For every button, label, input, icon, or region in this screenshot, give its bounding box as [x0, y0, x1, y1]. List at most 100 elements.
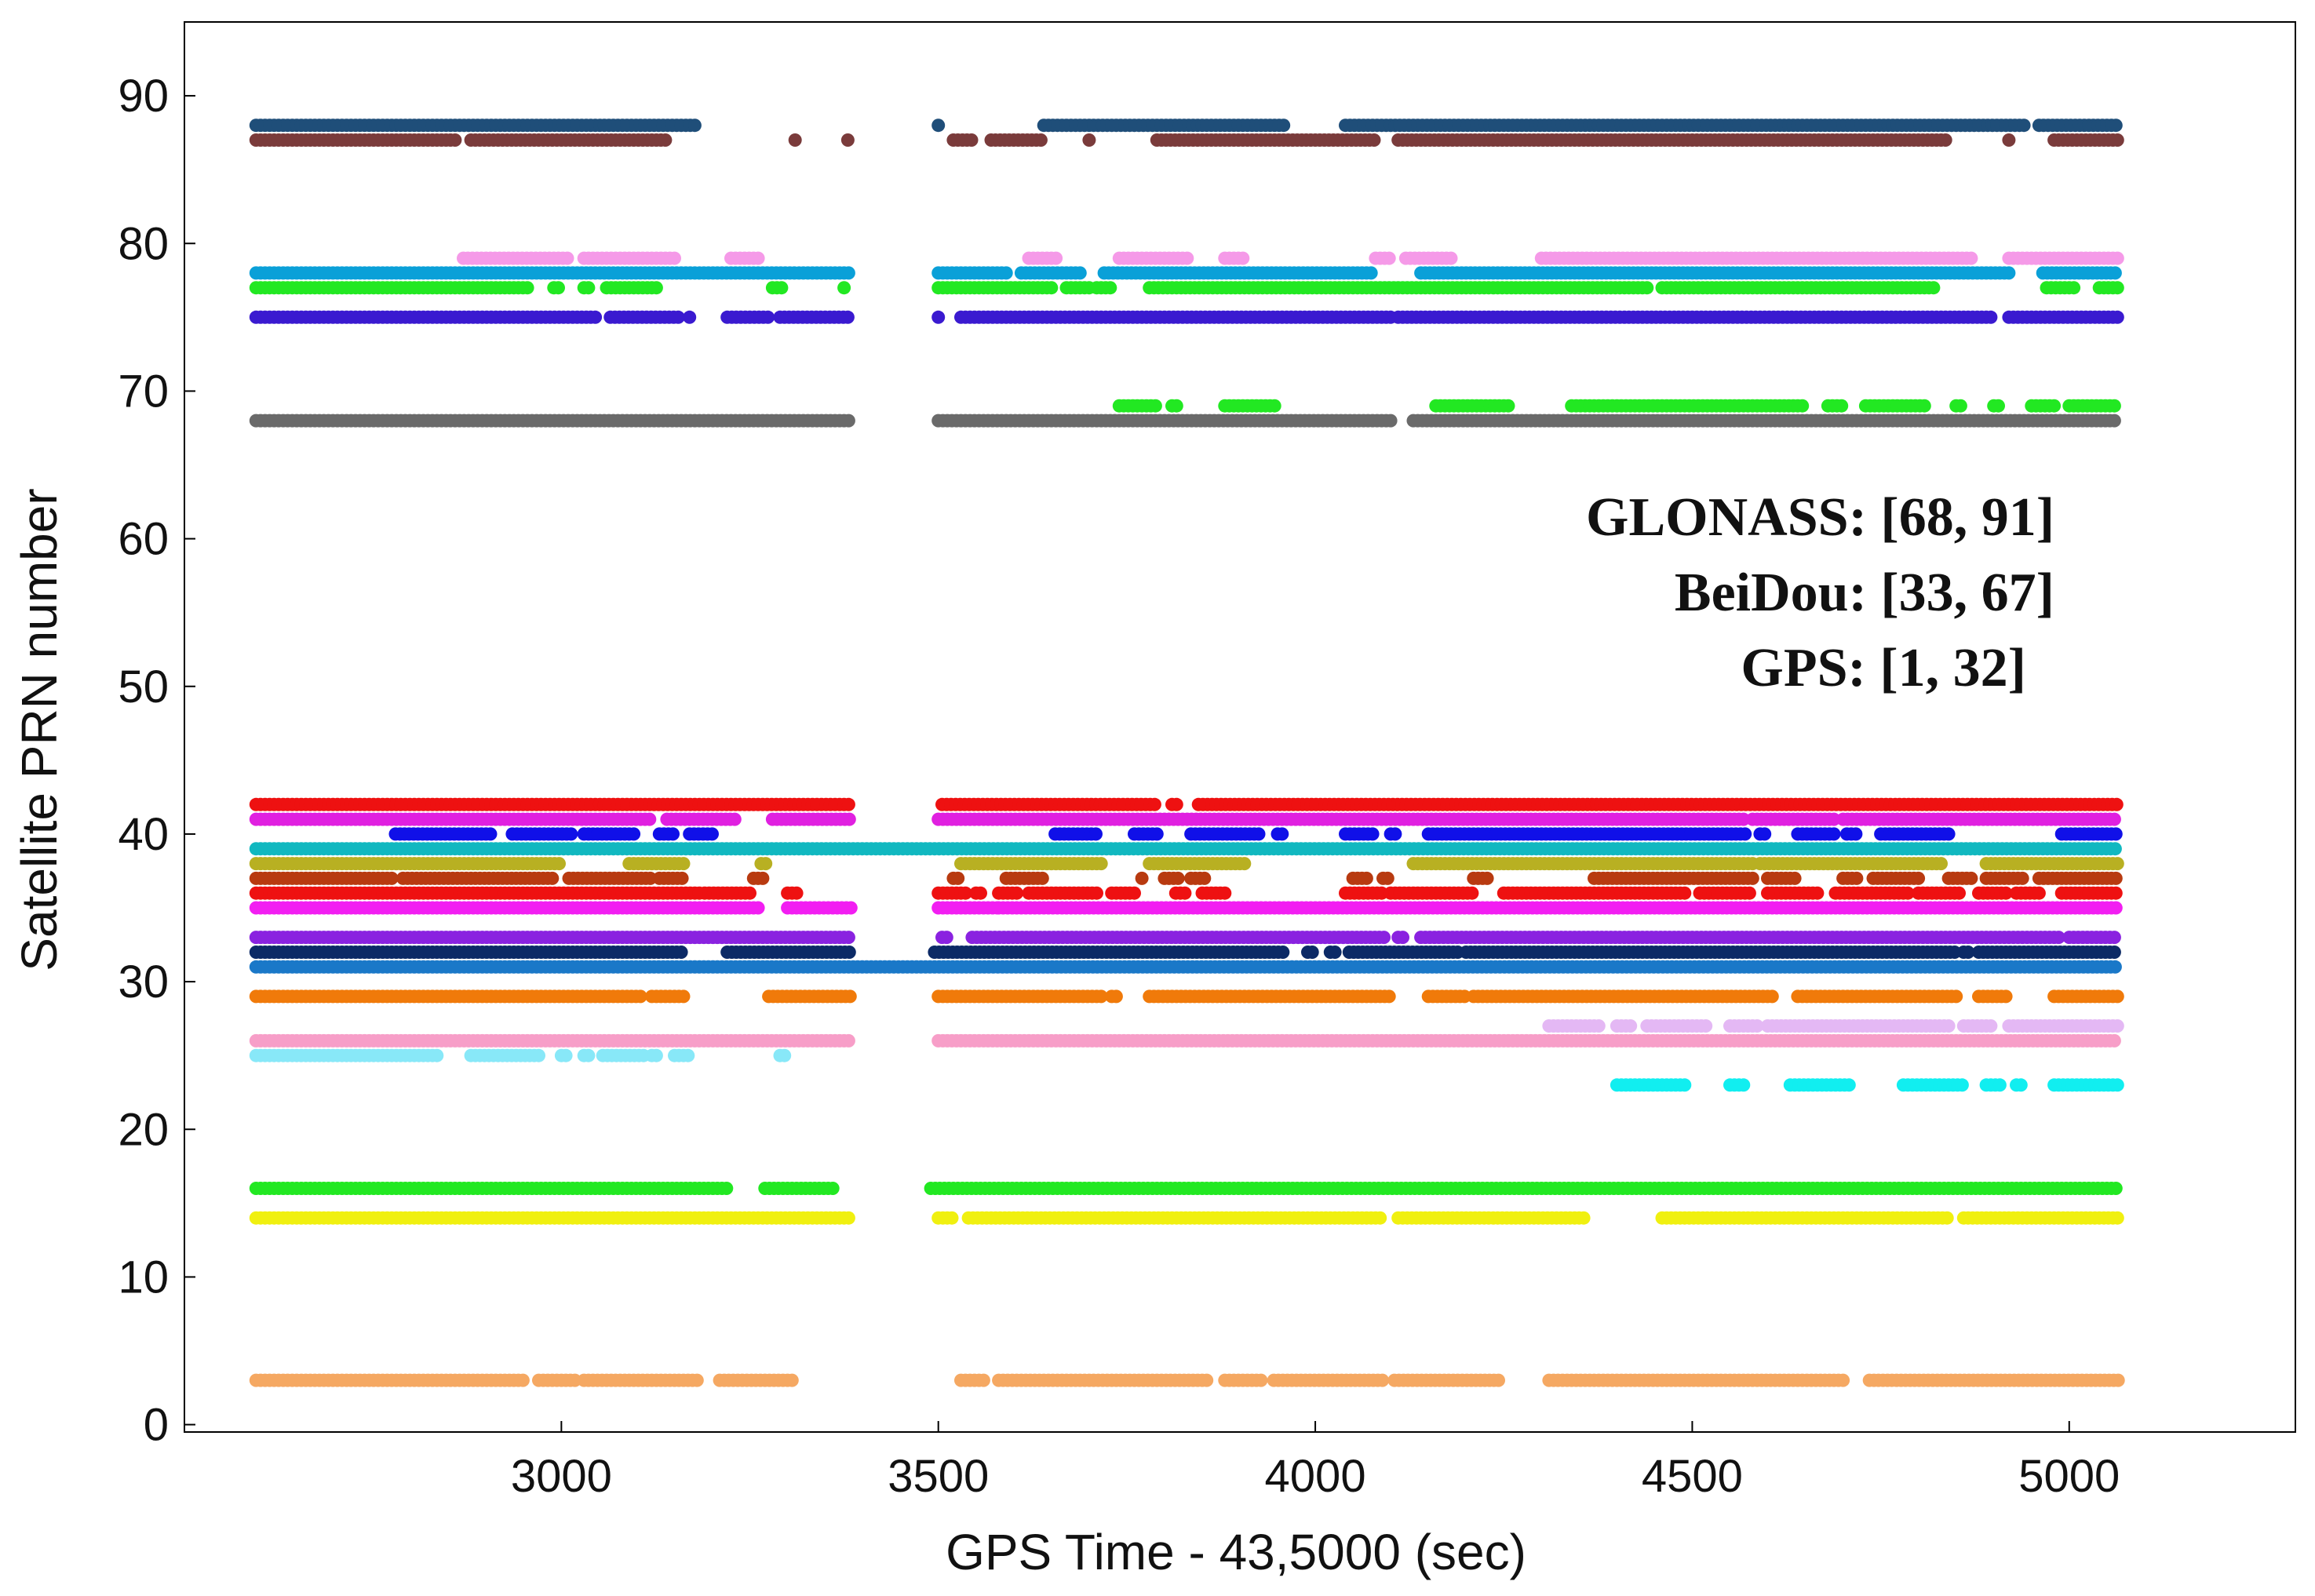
prn-37-point	[756, 871, 770, 885]
series-prn-88	[249, 118, 2123, 133]
prn-69-point	[1953, 399, 1967, 413]
prn-79-point	[1049, 251, 1063, 265]
prn-77-point	[2110, 281, 2124, 295]
prn-87-point	[1034, 133, 1048, 147]
series-prn-68	[249, 414, 2121, 428]
prn-79-point	[2110, 251, 2124, 265]
prn-36-point	[1742, 886, 1756, 900]
prn-77-point	[1927, 281, 1941, 295]
prn-36-point	[1810, 886, 1825, 900]
prn-37-point	[1788, 871, 1802, 885]
prn-42-point	[1169, 797, 1183, 811]
prn-68-point	[1384, 414, 1398, 428]
prn-40-point	[627, 827, 641, 841]
prn-68-point	[841, 414, 855, 428]
prn-40-point	[1275, 827, 1289, 841]
prn-79-point	[1964, 251, 1978, 265]
prn-78-point	[1364, 266, 1378, 280]
prn-69-point	[1169, 399, 1183, 413]
prn-37-point	[675, 871, 689, 885]
prn-40-point	[1738, 827, 1752, 841]
prn-41-point	[842, 812, 856, 826]
prn-87-point	[788, 133, 802, 147]
prn-36-point	[1218, 886, 1232, 900]
prn-37-point	[2015, 871, 2029, 885]
prn-88-point	[687, 118, 702, 133]
series-prn-42	[249, 797, 2124, 811]
prn-79-point	[1236, 251, 1250, 265]
prn-36-point	[2109, 886, 2123, 900]
prn-75-point	[683, 310, 697, 324]
prn-40-point	[1941, 827, 1956, 841]
prn-77-point	[581, 281, 596, 295]
prn-75-point	[840, 310, 855, 324]
prn-36-point	[2032, 886, 2046, 900]
prn-69-point	[1501, 399, 1515, 413]
prn-69-point	[2047, 399, 2062, 413]
series-prn-35	[249, 901, 2123, 915]
series-prn-77	[249, 281, 2124, 295]
prn-69-point	[1267, 399, 1281, 413]
prn-69-point	[1835, 399, 1849, 413]
prn-75-point	[761, 310, 775, 324]
prn-79-point	[1444, 251, 1458, 265]
prn-69-point	[1795, 399, 1810, 413]
prn-40-point	[1150, 827, 1164, 841]
prn-40-point	[564, 827, 578, 841]
series-prn-75	[249, 310, 2124, 324]
series-prn-87	[249, 133, 2124, 147]
prn-37-point	[1964, 871, 1978, 885]
prn-37-point	[1380, 871, 1394, 885]
prn-37-point	[1480, 871, 1494, 885]
prn-37-point	[1745, 871, 1759, 885]
prn-75-point	[671, 310, 685, 324]
prn-40-point	[666, 827, 680, 841]
prn-36-point	[1465, 886, 1479, 900]
prn-38-point	[759, 857, 773, 871]
prn-88-point	[1277, 118, 1291, 133]
prn-69-point	[2107, 399, 2121, 413]
prn-79-point	[1180, 251, 1194, 265]
prn-38-point	[1094, 857, 1108, 871]
series-prn-38	[249, 857, 2124, 871]
prn-69-point	[1992, 399, 2005, 413]
prn-42-point	[841, 797, 855, 811]
prn-40-point	[1758, 827, 1772, 841]
prn-75-point	[1984, 310, 1998, 324]
prn-75-point	[931, 310, 946, 324]
prn-77-point	[2067, 281, 2081, 295]
prn-37-point	[2109, 871, 2123, 885]
prn-36-point	[1678, 886, 1692, 900]
prn-36-point	[1010, 886, 1024, 900]
prn-37-point	[545, 871, 560, 885]
prn-38-point	[552, 857, 566, 871]
prn-87-point	[964, 133, 979, 147]
prn-87-point	[1367, 133, 1381, 147]
prn-41-point	[643, 812, 657, 826]
prn-40-point	[1089, 827, 1103, 841]
prn-37-point	[1035, 871, 1049, 885]
prn-75-point	[589, 310, 603, 324]
series-prn-36	[249, 886, 2123, 900]
prn-77-point	[552, 281, 565, 295]
prn-79-point	[1382, 251, 1396, 265]
prn-87-point	[2110, 133, 2124, 147]
prn-87-point	[1938, 133, 1952, 147]
prn-35-point	[844, 901, 858, 915]
series-prn-37	[249, 871, 2123, 885]
prn-40-point	[2109, 827, 2123, 841]
prn-75-point	[2110, 310, 2124, 324]
prn-36-point	[743, 886, 756, 900]
prn-78-point	[2002, 266, 2016, 280]
prn-41-point	[2107, 812, 2121, 826]
prn-77-point	[520, 281, 534, 295]
prn-40-point	[483, 827, 498, 841]
prn-40-point	[1827, 827, 1841, 841]
prn-42-point	[1147, 797, 1161, 811]
prn-36-point	[1090, 886, 1103, 900]
prn-36-point	[1128, 886, 1141, 900]
prn-79-point	[751, 251, 765, 265]
prn-42-point	[2109, 797, 2124, 811]
prn-36-point	[1952, 886, 1966, 900]
prn-77-point	[1044, 281, 1059, 295]
